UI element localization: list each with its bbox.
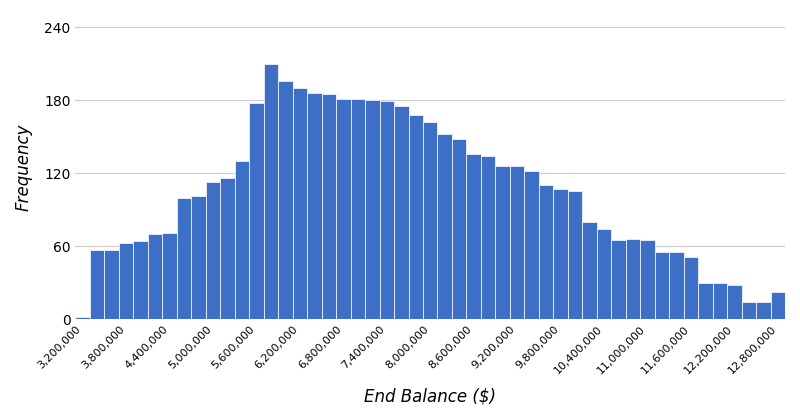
Bar xyxy=(684,257,698,319)
Bar xyxy=(90,250,105,319)
Bar xyxy=(379,101,394,319)
Bar xyxy=(191,196,206,319)
Bar xyxy=(611,240,626,319)
Y-axis label: Frequency: Frequency xyxy=(15,123,33,211)
Bar xyxy=(322,94,336,319)
Bar xyxy=(365,100,379,319)
Bar xyxy=(554,189,568,319)
Bar xyxy=(626,239,640,319)
Bar xyxy=(742,302,756,319)
Bar xyxy=(105,250,119,319)
Bar xyxy=(162,233,177,319)
Bar xyxy=(75,317,90,319)
Bar xyxy=(206,182,220,319)
Bar xyxy=(713,283,727,319)
Bar xyxy=(336,99,350,319)
Bar xyxy=(510,166,524,319)
Bar xyxy=(264,64,278,319)
Bar xyxy=(250,102,264,319)
Bar xyxy=(756,302,770,319)
Bar xyxy=(278,81,293,319)
Bar xyxy=(466,154,481,319)
Bar xyxy=(177,197,191,319)
Bar xyxy=(394,106,409,319)
Bar xyxy=(481,156,495,319)
Bar xyxy=(350,99,365,319)
Bar xyxy=(452,139,466,319)
Bar xyxy=(582,222,597,319)
Bar xyxy=(568,192,582,319)
Bar xyxy=(640,240,654,319)
Bar xyxy=(119,243,134,319)
Bar xyxy=(524,171,539,319)
Bar xyxy=(597,229,611,319)
Bar xyxy=(134,241,148,319)
Bar xyxy=(495,166,510,319)
Bar xyxy=(234,161,250,319)
Bar xyxy=(438,134,452,319)
Bar xyxy=(293,88,307,319)
Bar xyxy=(220,178,234,319)
Bar xyxy=(770,292,785,319)
Bar xyxy=(409,115,423,319)
Bar xyxy=(148,234,162,319)
Bar xyxy=(727,285,742,319)
X-axis label: End Balance ($): End Balance ($) xyxy=(364,387,496,405)
Bar xyxy=(423,122,438,319)
Bar xyxy=(654,252,669,319)
Bar xyxy=(698,283,713,319)
Bar xyxy=(669,252,684,319)
Bar xyxy=(539,185,554,319)
Bar xyxy=(307,93,322,319)
